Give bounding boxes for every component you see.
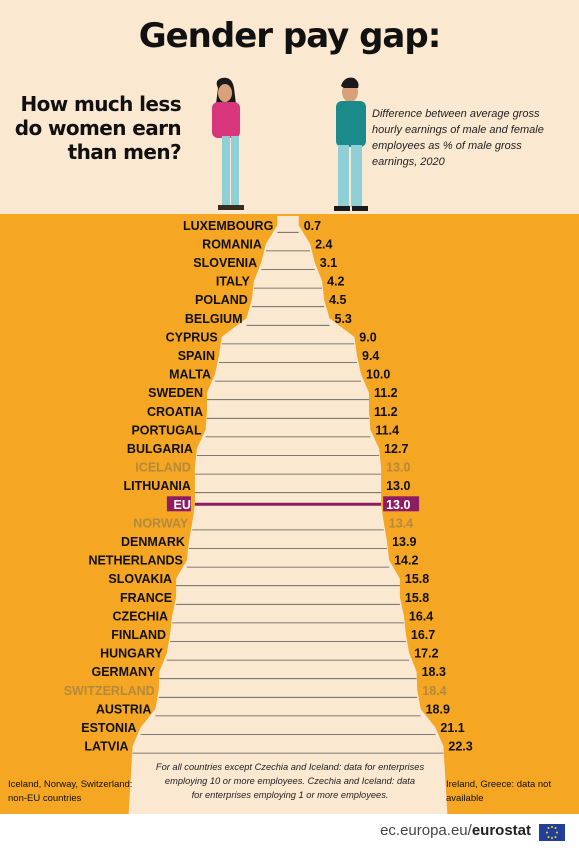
country-label-bulgaria: BULGARIA (127, 442, 193, 456)
eu-value-highlight (383, 496, 420, 512)
value-label-finland: 16.7 (411, 628, 435, 642)
value-label-bulgaria: 12.7 (384, 442, 408, 456)
source-prefix: ec.europa.eu/ (380, 822, 472, 839)
value-label-france: 15.8 (405, 591, 429, 605)
data-not-available-note: Ireland, Greece: data not available (446, 778, 551, 806)
value-label-eu: 13.0 (386, 498, 410, 512)
value-label-latvia: 22.3 (448, 740, 472, 754)
methodology-footnote: For all countries except Czechia and Ice… (150, 760, 430, 802)
country-label-hungary: HUNGARY (100, 647, 163, 661)
country-label-romania: ROMANIA (202, 237, 262, 251)
value-label-portugal: 11.4 (375, 423, 399, 437)
page-title: Gender pay gap: (138, 16, 442, 56)
country-label-austria: AUSTRIA (96, 702, 152, 716)
value-label-italy: 4.2 (327, 275, 344, 289)
footer: ec.europa.eu/eurostat (0, 814, 579, 852)
subtitle-line-2: hourly earnings of male and female (372, 124, 544, 136)
value-label-spain: 9.4 (362, 349, 379, 363)
country-label-luxembourg: LUXEMBOURG (183, 219, 273, 233)
value-label-slovenia: 3.1 (320, 256, 337, 270)
woman-figure-icon (212, 77, 244, 210)
subtitle-line-3: employees as % of male gross (372, 140, 522, 152)
eu-flag-icon (539, 824, 565, 841)
value-label-estonia: 21.1 (440, 721, 464, 735)
value-label-sweden: 11.2 (374, 386, 398, 400)
eu-label-highlight (166, 496, 191, 512)
chart-rows: LUXEMBOURG 0.7 ROMANIA 2.4 SLOVENIA 3.1 ITALY 4… (64, 219, 473, 754)
non-eu-note: Iceland, Norway, Switzerland: non-EU cou… (8, 778, 132, 806)
question-line-1: How much less (20, 92, 182, 116)
country-label-norway: NORWAY (133, 516, 189, 530)
value-label-czechia: 16.4 (409, 609, 433, 623)
value-label-poland: 4.5 (329, 293, 346, 307)
value-label-austria: 18.9 (426, 702, 450, 716)
country-label-finland: FINLAND (111, 628, 166, 642)
chart-subtitle: Difference between average gross hourly … (372, 106, 572, 170)
subtitle-line-1: Difference between average gross (372, 108, 540, 120)
question-heading: How much less do women earn than men? (14, 92, 182, 164)
country-label-germany: GERMANY (91, 665, 156, 679)
na-note-line-2: available (446, 793, 484, 804)
value-label-croatia: 11.2 (374, 405, 398, 419)
footnote-line-2: employing 10 or more employees. Czechia … (164, 776, 416, 786)
country-label-netherlands: NETHERLANDS (88, 554, 182, 568)
country-label-france: FRANCE (120, 591, 172, 605)
value-label-belgium: 5.3 (335, 312, 352, 326)
country-label-switzerland: SWITZERLAND (64, 684, 155, 698)
country-label-malta: MALTA (169, 368, 211, 382)
non-eu-note-line-2: non-EU countries (8, 793, 82, 804)
country-label-iceland: ICELAND (135, 461, 191, 475)
header-panel: Gender pay gap: How much less do women e… (0, 0, 579, 214)
country-label-portugal: PORTUGAL (131, 423, 202, 437)
country-label-sweden: SWEDEN (148, 386, 203, 400)
country-label-cyprus: CYPRUS (166, 330, 218, 344)
value-label-hungary: 17.2 (414, 647, 438, 661)
subtitle-line-4: earnings, 2020 (372, 156, 445, 168)
question-line-3: than men? (67, 140, 182, 164)
value-label-switzerland: 18.4 (422, 684, 446, 698)
value-label-germany: 18.3 (422, 665, 446, 679)
pyramid-shape (128, 216, 448, 814)
country-label-latvia: LATVIA (84, 740, 128, 754)
man-figure-icon (334, 77, 368, 211)
country-label-italy: ITALY (216, 275, 251, 289)
na-note-line-1: Ireland, Greece: data not (446, 779, 552, 790)
country-label-slovenia: SLOVENIA (193, 256, 257, 270)
value-label-luxembourg: 0.7 (304, 219, 321, 233)
source-link[interactable]: ec.europa.eu/eurostat (380, 822, 531, 839)
value-label-norway: 13.4 (389, 516, 413, 530)
country-label-slovakia: SLOVAKIA (108, 572, 172, 586)
country-label-denmark: DENMARK (121, 535, 185, 549)
country-label-spain: SPAIN (178, 349, 215, 363)
value-label-netherlands: 14.2 (394, 554, 418, 568)
country-label-czechia: CZECHIA (113, 609, 169, 623)
non-eu-note-line-1: Iceland, Norway, Switzerland: (8, 779, 133, 790)
value-label-romania: 2.4 (315, 237, 332, 251)
source-brand: eurostat (471, 822, 531, 839)
value-label-denmark: 13.9 (392, 535, 416, 549)
country-label-eu: EU (174, 498, 191, 512)
footnote-line-3: for enterprises employing 1 or more empl… (191, 790, 389, 800)
country-label-poland: POLAND (195, 293, 248, 307)
value-label-cyprus: 9.0 (359, 330, 376, 344)
value-label-iceland: 13.0 (386, 461, 410, 475)
value-label-malta: 10.0 (366, 368, 390, 382)
footnote-line-1: For all countries except Czechia and Ice… (155, 762, 425, 772)
country-label-croatia: CROATIA (147, 405, 203, 419)
value-label-lithuania: 13.0 (386, 479, 410, 493)
country-label-estonia: ESTONIA (81, 721, 136, 735)
country-label-lithuania: LITHUANIA (124, 479, 191, 493)
question-line-2: do women earn (14, 116, 182, 140)
value-label-slovakia: 15.8 (405, 572, 429, 586)
country-label-belgium: BELGIUM (185, 312, 243, 326)
